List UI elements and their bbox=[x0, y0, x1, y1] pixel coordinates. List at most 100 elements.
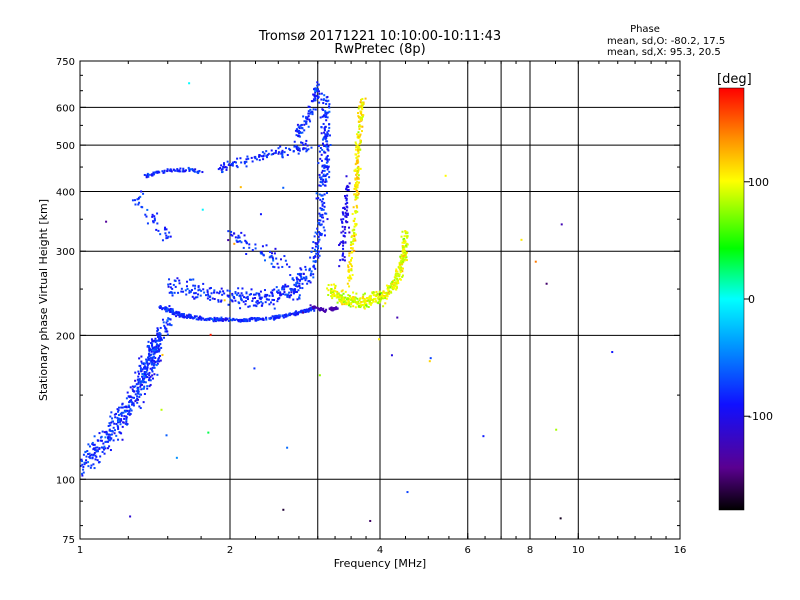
data-point bbox=[224, 317, 227, 320]
data-point bbox=[380, 292, 383, 295]
data-point bbox=[302, 115, 305, 118]
data-point bbox=[227, 239, 230, 242]
data-point bbox=[343, 207, 346, 210]
data-point bbox=[326, 134, 329, 137]
data-point bbox=[158, 360, 161, 363]
data-point bbox=[346, 194, 349, 197]
data-point bbox=[328, 176, 331, 179]
data-point bbox=[379, 295, 382, 298]
data-point bbox=[306, 282, 309, 285]
data-point bbox=[394, 276, 397, 279]
data-point bbox=[140, 380, 143, 383]
data-point bbox=[139, 385, 142, 388]
data-point bbox=[302, 311, 305, 314]
data-point bbox=[159, 305, 162, 308]
data-point bbox=[87, 443, 90, 446]
data-point bbox=[140, 369, 143, 372]
data-point bbox=[304, 311, 307, 314]
data-point bbox=[364, 97, 367, 100]
data-point bbox=[324, 178, 327, 181]
data-point bbox=[300, 268, 303, 271]
data-point bbox=[149, 383, 152, 386]
data-point bbox=[146, 174, 149, 177]
data-point bbox=[233, 232, 236, 235]
data-point bbox=[319, 147, 322, 150]
data-point bbox=[305, 150, 308, 153]
data-point bbox=[306, 310, 309, 313]
data-point bbox=[356, 158, 359, 161]
data-point bbox=[346, 298, 349, 301]
data-point bbox=[296, 282, 299, 285]
data-point bbox=[273, 266, 276, 269]
data-point bbox=[222, 290, 225, 293]
data-point bbox=[113, 432, 116, 435]
data-point bbox=[328, 106, 331, 109]
data-point bbox=[305, 120, 308, 123]
data-point bbox=[322, 309, 325, 312]
data-point bbox=[240, 299, 243, 302]
data-point bbox=[258, 292, 261, 295]
data-point bbox=[220, 300, 223, 303]
data-point bbox=[272, 265, 275, 268]
data-point bbox=[130, 409, 133, 412]
data-point bbox=[353, 217, 356, 220]
data-point bbox=[286, 314, 289, 317]
data-point bbox=[188, 289, 191, 292]
data-point bbox=[352, 305, 355, 308]
data-point bbox=[401, 244, 404, 247]
data-point bbox=[405, 256, 408, 259]
data-point bbox=[314, 108, 317, 111]
data-point bbox=[251, 297, 254, 300]
data-point bbox=[163, 336, 166, 339]
data-point bbox=[337, 293, 340, 296]
data-point bbox=[361, 115, 364, 118]
data-point bbox=[348, 294, 351, 297]
data-point bbox=[185, 285, 188, 288]
data-point bbox=[212, 318, 215, 321]
data-point bbox=[217, 299, 220, 302]
data-point bbox=[266, 153, 269, 156]
data-point bbox=[133, 199, 136, 202]
colorbar-tick-label: -100 bbox=[748, 410, 773, 423]
data-point bbox=[304, 147, 307, 150]
data-point bbox=[314, 255, 317, 258]
data-point bbox=[321, 148, 324, 151]
data-point bbox=[177, 291, 180, 294]
data-point bbox=[263, 295, 266, 298]
data-point bbox=[159, 359, 162, 362]
data-point bbox=[402, 248, 405, 251]
data-point bbox=[221, 293, 224, 296]
data-point bbox=[231, 292, 234, 295]
data-point bbox=[107, 435, 110, 438]
data-point bbox=[357, 167, 360, 170]
data-point bbox=[269, 255, 272, 258]
data-point bbox=[392, 279, 395, 282]
data-point bbox=[281, 155, 284, 158]
data-point bbox=[261, 252, 264, 255]
data-point bbox=[313, 309, 316, 312]
data-point bbox=[332, 294, 335, 297]
data-point bbox=[345, 221, 348, 224]
data-point bbox=[356, 172, 359, 175]
data-point bbox=[339, 259, 342, 262]
data-point bbox=[128, 395, 131, 398]
data-point bbox=[231, 294, 234, 297]
data-point bbox=[342, 230, 345, 233]
data-point bbox=[234, 236, 237, 239]
data-point bbox=[357, 131, 360, 134]
data-point bbox=[351, 229, 354, 232]
data-point bbox=[85, 455, 88, 458]
data-point bbox=[147, 340, 150, 343]
data-point bbox=[390, 354, 393, 357]
data-point bbox=[276, 262, 279, 265]
data-point bbox=[218, 292, 221, 295]
data-point bbox=[325, 112, 328, 115]
data-point bbox=[367, 305, 370, 308]
data-point bbox=[121, 425, 124, 428]
data-point bbox=[132, 396, 135, 399]
data-point bbox=[295, 144, 298, 147]
data-point bbox=[262, 253, 265, 256]
data-point bbox=[354, 148, 357, 151]
data-point bbox=[559, 517, 562, 520]
data-point bbox=[292, 279, 295, 282]
